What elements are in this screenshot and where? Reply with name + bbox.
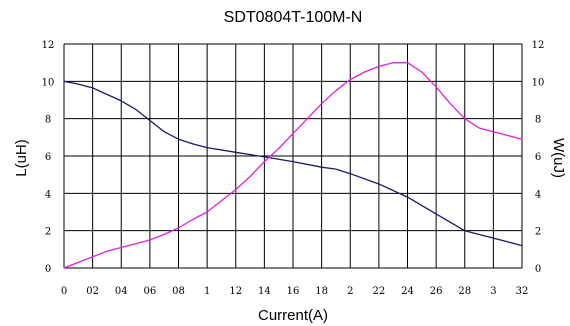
x-tick-label: 22 bbox=[373, 286, 386, 297]
x-tick-label: 26 bbox=[430, 286, 443, 297]
x-axis-label: Current(A) bbox=[258, 307, 328, 324]
series-lines bbox=[63, 62, 523, 269]
y-left-tick-label: 0 bbox=[45, 264, 51, 275]
y-left-tick-labels: 0 2 4 6 8 10 12 bbox=[42, 40, 55, 275]
y-right-tick-label: 8 bbox=[535, 115, 541, 126]
x-tick-label: 0 bbox=[61, 286, 67, 297]
y-right-tick-label: 2 bbox=[535, 227, 541, 238]
energy-series-line bbox=[63, 62, 523, 269]
chart-title: SDT0804T-100M-N bbox=[224, 9, 363, 26]
y-left-tick-label: 12 bbox=[42, 40, 55, 51]
x-tick-label: 08 bbox=[172, 286, 185, 297]
y-left-tick-label: 6 bbox=[45, 152, 51, 163]
x-tick-label: 1 bbox=[204, 286, 210, 297]
y-right-tick-label: 0 bbox=[535, 264, 541, 275]
y-left-tick-label: 2 bbox=[45, 227, 51, 238]
x-tick-label: 24 bbox=[401, 286, 414, 297]
x-tick-label: 06 bbox=[144, 286, 157, 297]
y-right-tick-labels: 0 2 4 6 8 10 12 bbox=[532, 40, 545, 275]
x-tick-label: 3 bbox=[490, 286, 496, 297]
y-left-tick-label: 10 bbox=[42, 77, 55, 88]
y-right-tick-label: 10 bbox=[532, 77, 545, 88]
x-tick-label: 14 bbox=[258, 286, 271, 297]
inductance-series-line bbox=[63, 80, 523, 247]
y-left-tick-label: 4 bbox=[45, 189, 51, 200]
y-right-tick-label: 12 bbox=[532, 40, 545, 51]
y-right-tick-label: 6 bbox=[535, 152, 541, 163]
x-tick-label: 18 bbox=[315, 286, 328, 297]
x-tick-label: 04 bbox=[115, 286, 128, 297]
x-tick-label: 2 bbox=[347, 286, 353, 297]
x-tick-labels: 0 02 04 06 08 1 12 14 16 18 2 22 24 26 28 3 32 bbox=[61, 286, 529, 297]
x-tick-label: 32 bbox=[516, 286, 529, 297]
y-right-tick-label: 4 bbox=[535, 189, 541, 200]
x-tick-label: 02 bbox=[86, 286, 99, 297]
y-right-axis-label: W(uJ) bbox=[550, 138, 567, 178]
y-left-tick-label: 8 bbox=[45, 115, 51, 126]
x-tick-label: 12 bbox=[229, 286, 242, 297]
plot-grid bbox=[63, 43, 523, 269]
y-left-axis-label: L(uH) bbox=[13, 139, 30, 177]
x-tick-label: 16 bbox=[287, 286, 300, 297]
x-tick-label: 28 bbox=[458, 286, 471, 297]
